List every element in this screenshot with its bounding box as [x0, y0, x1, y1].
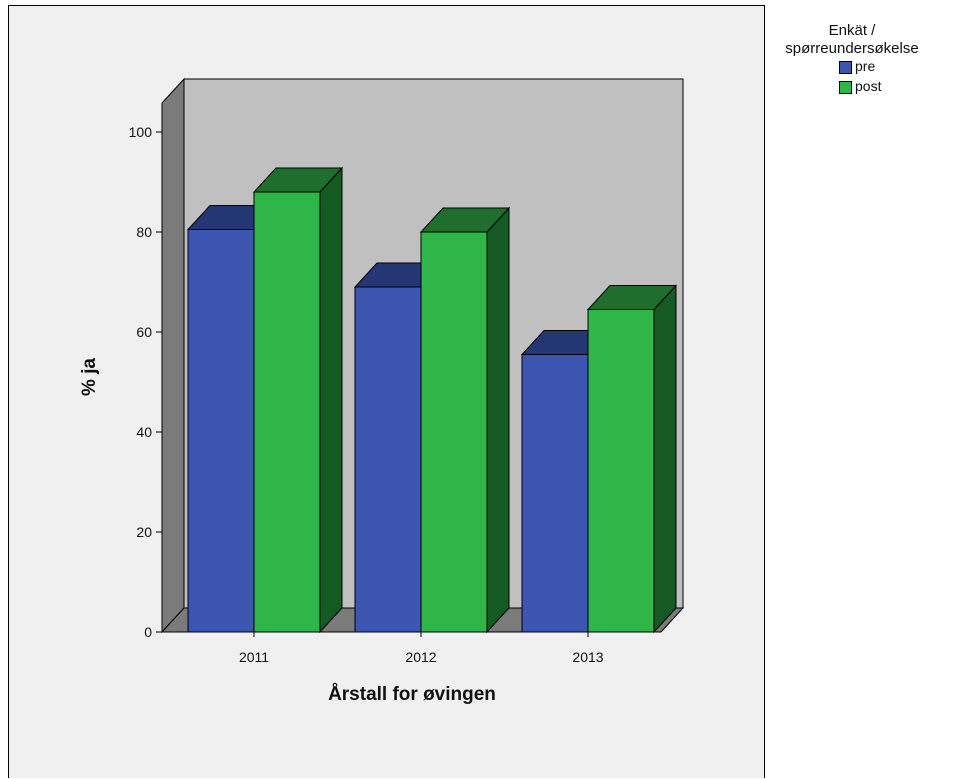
bar-front-face: [420, 231, 488, 633]
bar-side-face: [653, 284, 677, 634]
bar-side-face: [319, 166, 343, 634]
chart-frame: 0 20 40 60 80 100 2011 2012 2013 % ja Årstall f…: [8, 5, 765, 778]
bar-side-face: [486, 206, 510, 634]
legend-label-pre: pre: [855, 58, 876, 74]
x-tick-label: 2012: [405, 649, 436, 665]
bar-front-face: [187, 229, 255, 633]
bar-front-face: [253, 191, 321, 633]
y-tick-label: 80: [136, 224, 152, 240]
y-tick-label: 20: [136, 524, 152, 540]
legend-label-post: post: [855, 78, 882, 94]
legend-title-line-1: Enkät /: [828, 22, 876, 39]
bar-chart: 0 20 40 60 80 100 2011 2012 2013 % ja Årstall f…: [79, 77, 685, 705]
y-tick-label: 60: [136, 324, 152, 340]
y-axis-label: % ja: [79, 358, 100, 396]
bar-post-2011: [252, 166, 344, 634]
bar-post-2012: [419, 206, 511, 634]
legend-title-line-2: spørreundersøkelse: [785, 40, 919, 57]
bar-front-face: [587, 309, 655, 633]
legend-swatch-pre: [839, 61, 852, 74]
x-tick-label: 2013: [572, 649, 603, 665]
legend-item-post: post: [839, 78, 962, 98]
x-tick-label: 2011: [239, 649, 269, 665]
bar-front-face: [354, 286, 422, 633]
x-axis: 2011 2012 2013: [162, 631, 661, 665]
legend-title: Enkät / spørreundersøkelse: [756, 22, 948, 58]
legend-item-pre: pre: [839, 58, 962, 78]
y-axis: 0 20 40 60 80 100: [129, 103, 163, 640]
legend-swatch-post: [839, 81, 852, 94]
bar-front-face: [521, 354, 589, 633]
y-tick-label: 40: [136, 424, 152, 440]
x-axis-label: Årstall for øvingen: [328, 684, 496, 705]
y-tick-label: 0: [144, 624, 152, 640]
bars: [186, 166, 678, 634]
bar-post-2013: [586, 284, 678, 634]
y-tick-label: 100: [129, 124, 153, 140]
side-wall: [161, 77, 185, 634]
legend: Enkät / spørreundersøkelse pre post: [770, 22, 962, 98]
